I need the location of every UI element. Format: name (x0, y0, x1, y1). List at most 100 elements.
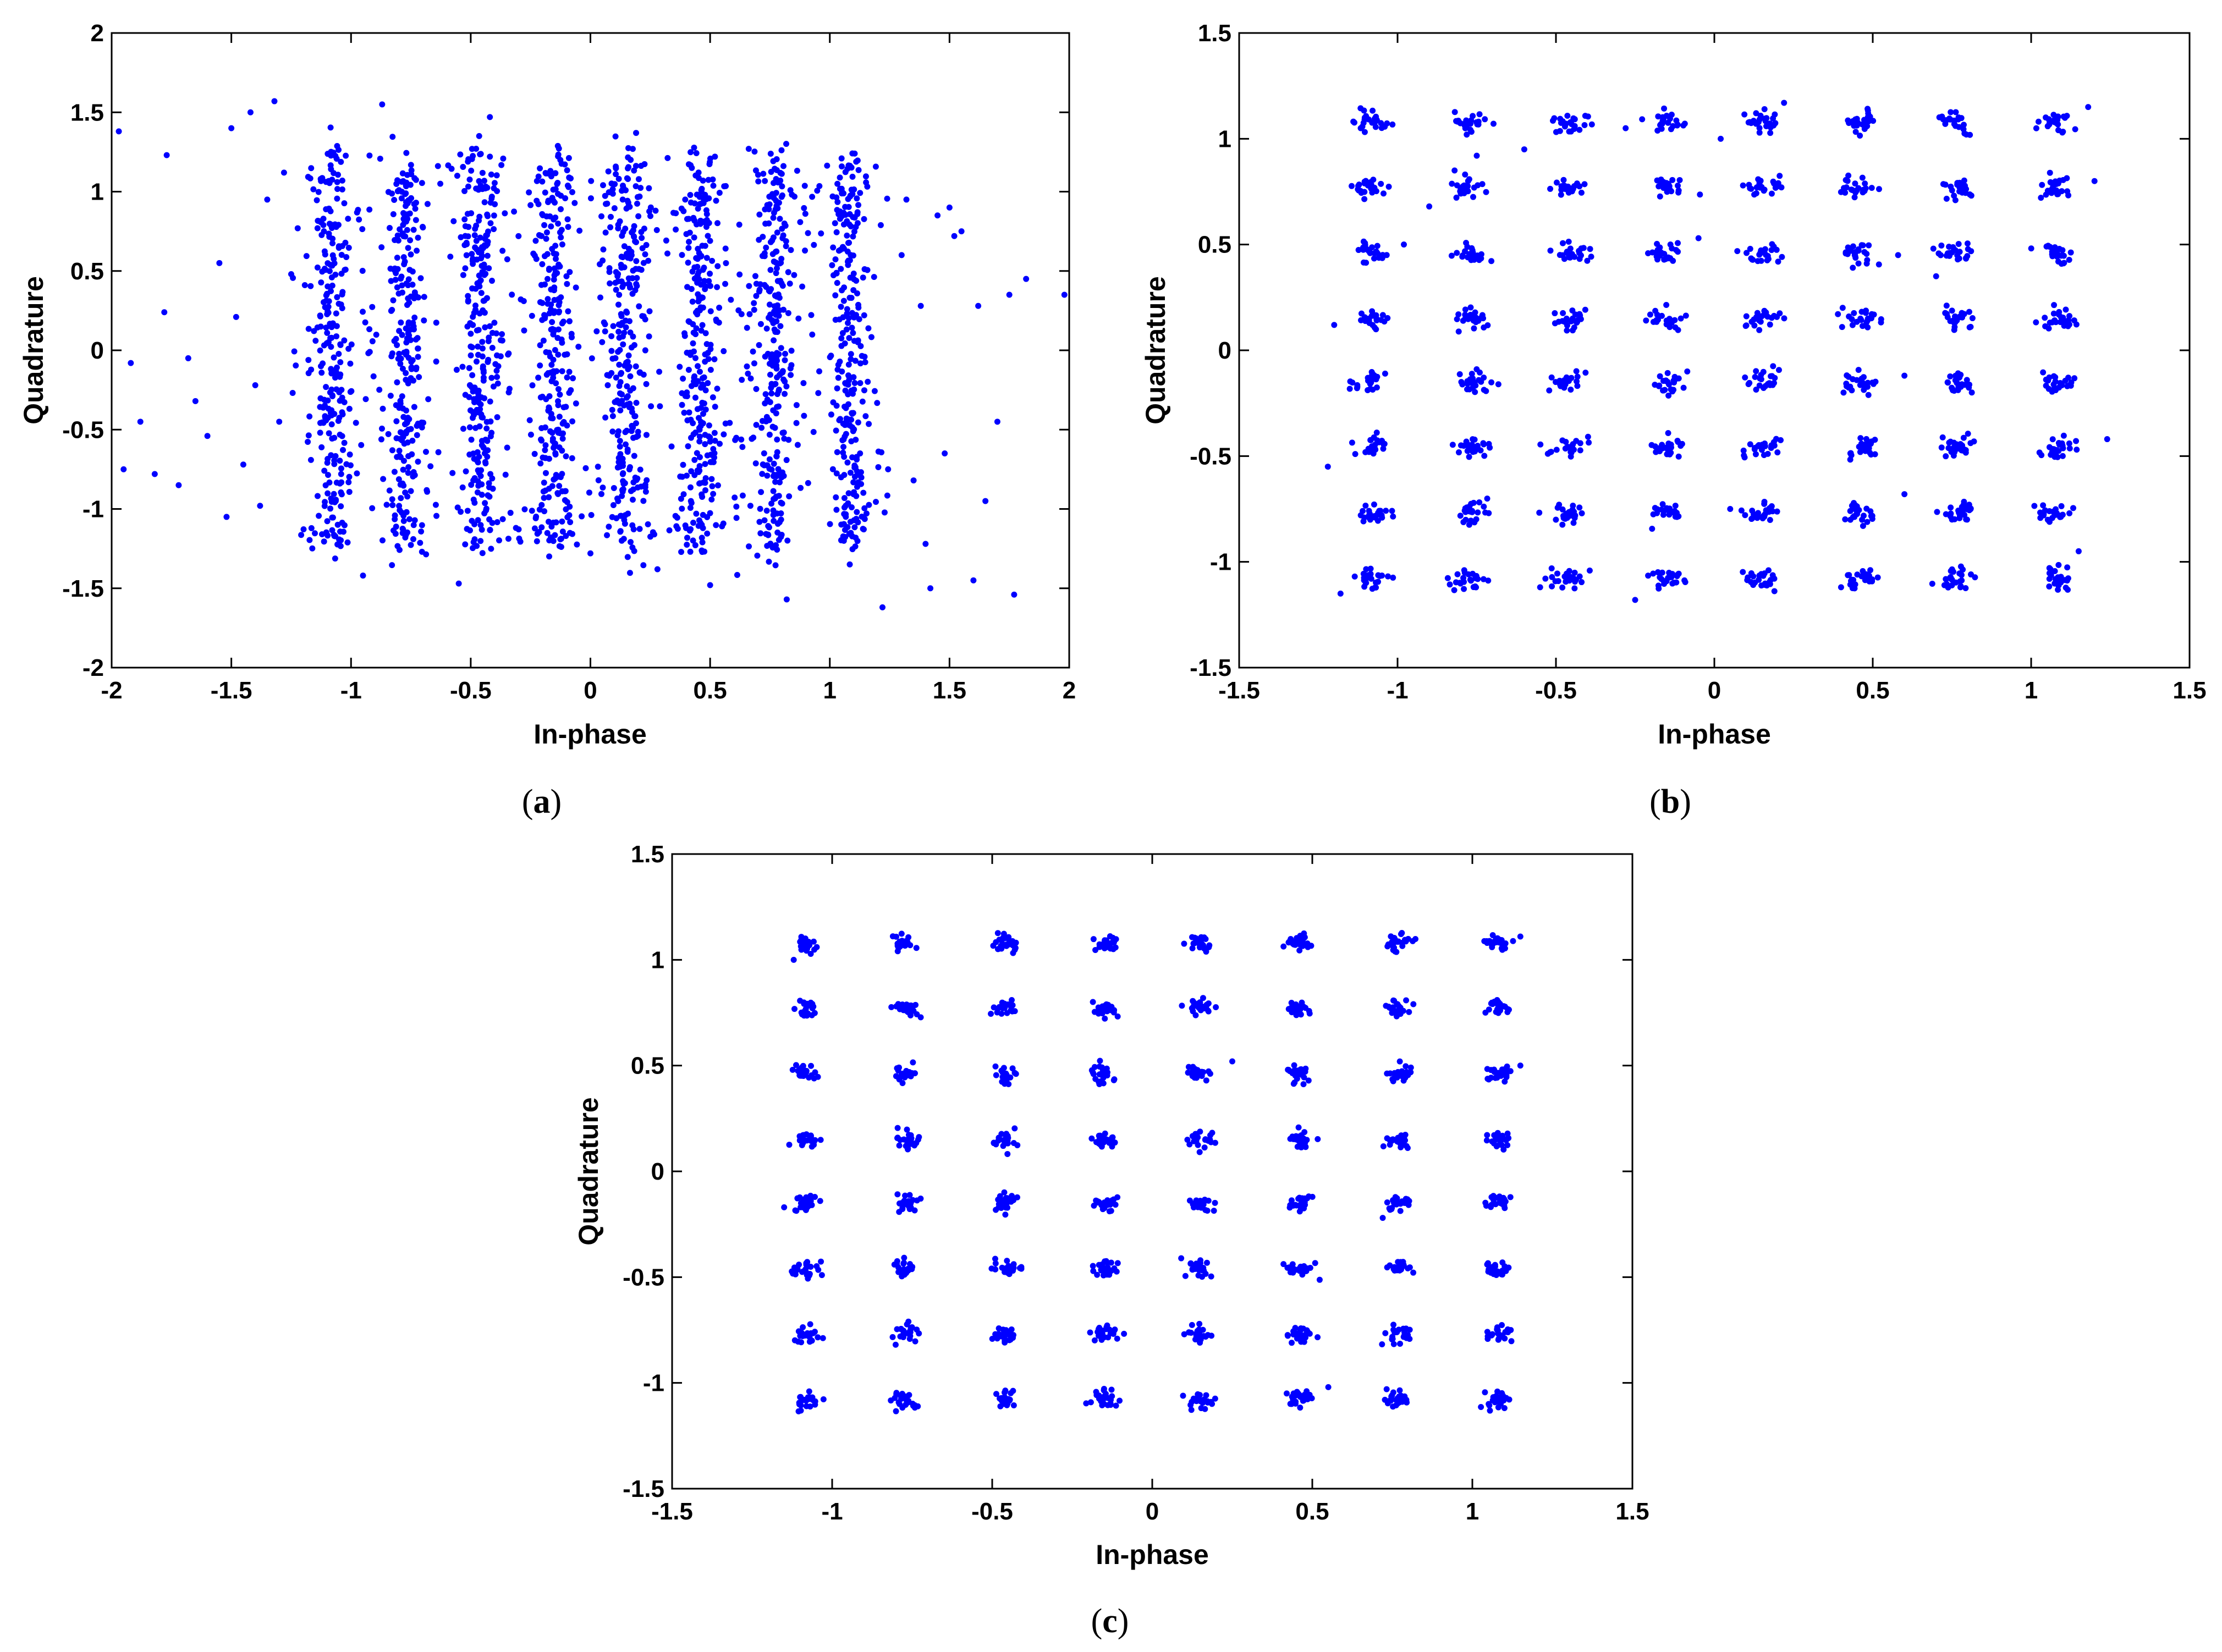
data-point (1103, 1065, 1110, 1072)
data-point (860, 489, 867, 496)
data-point (2045, 325, 2052, 332)
data-point (410, 522, 417, 528)
data-point (844, 421, 851, 428)
data-point (472, 225, 479, 232)
data-point (2066, 510, 2073, 516)
data-point (1537, 441, 1544, 448)
data-point (324, 518, 331, 525)
data-point (480, 369, 487, 376)
data-point (609, 428, 616, 435)
outlier-point (233, 313, 239, 320)
data-point (403, 509, 410, 515)
data-point (344, 539, 351, 546)
data-point (1360, 119, 1367, 126)
data-point (1680, 384, 1687, 391)
data-point (799, 1138, 806, 1145)
x-tick-label: 1.5 (1615, 1498, 1649, 1525)
outlier-point (161, 309, 168, 316)
data-point (488, 194, 495, 200)
data-point (1362, 502, 1369, 509)
data-point (1363, 316, 1370, 322)
outlier-point (288, 271, 294, 278)
data-point (854, 483, 860, 490)
data-point (406, 197, 413, 204)
data-point (1109, 939, 1115, 946)
data-point (411, 315, 418, 321)
data-point (1876, 261, 1882, 268)
data-point (393, 335, 399, 342)
data-point (310, 186, 317, 192)
data-point (333, 156, 340, 162)
data-point (550, 197, 557, 204)
data-point (464, 508, 471, 514)
data-point (799, 283, 806, 290)
data-point (1461, 586, 1467, 592)
data-point (587, 195, 594, 202)
data-point (469, 415, 476, 421)
data-point (1962, 447, 1969, 453)
data-point (1096, 1392, 1102, 1399)
data-point (333, 368, 339, 375)
data-point (334, 195, 340, 202)
data-point (648, 403, 654, 410)
data-point (550, 331, 557, 338)
data-point (1188, 1407, 1195, 1413)
data-point (323, 298, 329, 304)
data-point (845, 203, 852, 210)
data-point (1864, 123, 1871, 129)
data-point (1573, 368, 1580, 375)
data-point (1376, 508, 1383, 514)
data-point (1657, 448, 1663, 455)
data-point (476, 213, 483, 220)
data-point (1186, 1141, 1193, 1148)
data-point (1756, 125, 1763, 131)
data-point (308, 165, 315, 172)
data-point (1852, 252, 1858, 259)
data-point (575, 343, 582, 350)
data-point (798, 1407, 804, 1414)
data-point (324, 459, 331, 466)
data-point (546, 393, 553, 399)
data-point (1461, 569, 1468, 576)
data-point (362, 319, 369, 326)
data-point (764, 462, 771, 469)
data-point (606, 524, 612, 530)
data-point (670, 210, 676, 216)
data-point (366, 326, 373, 333)
data-point (617, 390, 623, 397)
data-point (2047, 244, 2053, 250)
data-point (477, 183, 484, 189)
data-point (324, 329, 331, 336)
data-point (1657, 574, 1663, 581)
outlier-point (2075, 548, 2082, 554)
data-point (1453, 194, 1460, 201)
data-point (399, 289, 406, 296)
data-point (552, 475, 558, 482)
data-point (478, 290, 485, 296)
data-point (1457, 513, 1464, 519)
data-point (400, 216, 407, 222)
data-point (797, 219, 804, 225)
data-point (398, 276, 404, 282)
panel-b-points (1324, 100, 2110, 603)
data-point (793, 420, 800, 426)
data-point (324, 283, 331, 290)
data-point (477, 522, 484, 528)
data-point (1870, 118, 1877, 124)
data-point (477, 151, 483, 158)
data-point (366, 349, 373, 355)
data-point (1567, 574, 1574, 580)
data-point (629, 275, 636, 282)
data-point (624, 393, 631, 399)
data-point (639, 313, 646, 320)
data-point (502, 210, 508, 217)
data-point (993, 1391, 999, 1397)
outlier-point (951, 233, 958, 239)
data-point (647, 533, 654, 540)
data-point (635, 433, 641, 439)
outlier-point (922, 541, 929, 547)
data-point (466, 424, 473, 431)
data-point (511, 208, 518, 215)
data-point (370, 373, 377, 379)
data-point (1571, 585, 1578, 592)
